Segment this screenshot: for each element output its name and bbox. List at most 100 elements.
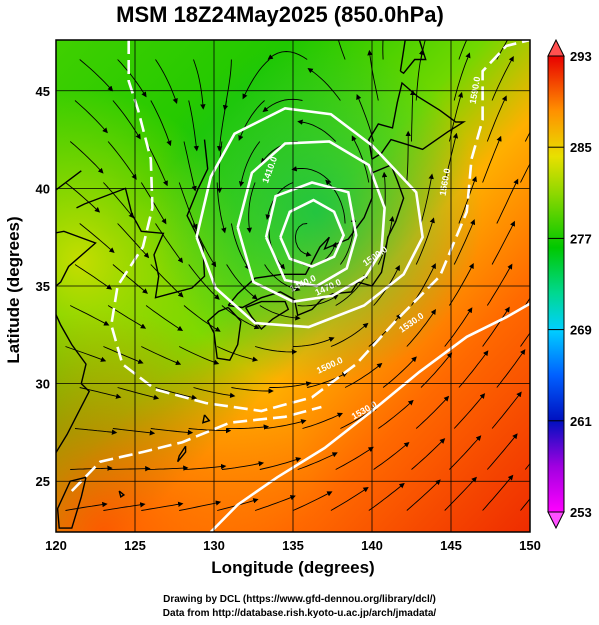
streamline <box>183 305 221 332</box>
streamline <box>246 182 256 234</box>
y-axis-label: Latitude (degrees) <box>4 216 23 364</box>
streamline <box>420 352 453 388</box>
streamline <box>458 350 489 388</box>
streamline <box>141 346 182 366</box>
streamline <box>307 372 348 388</box>
streamline <box>146 465 189 471</box>
streamline <box>112 264 148 294</box>
streamline <box>356 94 375 142</box>
streamline <box>444 307 473 347</box>
tick-lat-45: 45 <box>36 84 50 99</box>
streamline <box>183 141 197 192</box>
colorbar-tick-253: 253 <box>570 505 592 520</box>
coastline-segment <box>56 170 97 454</box>
tick-lon-140: 140 <box>361 538 383 553</box>
height-contour <box>264 181 358 288</box>
streamline <box>373 441 410 470</box>
height-contour <box>236 140 386 303</box>
streamline <box>520 332 530 347</box>
streamline <box>103 182 134 219</box>
streamline <box>231 387 274 394</box>
colorbar-tick-277: 277 <box>570 231 592 246</box>
height-contour <box>109 40 530 413</box>
coastline-segment <box>118 490 126 499</box>
streamline <box>486 433 518 470</box>
streamline <box>108 465 151 472</box>
streamline <box>406 479 441 511</box>
streamline <box>117 59 147 98</box>
streamline <box>269 381 312 388</box>
streamline <box>378 399 414 429</box>
colorbar-scale <box>547 55 565 513</box>
streamline <box>107 141 137 180</box>
streamline <box>405 130 411 183</box>
streamline <box>65 182 101 213</box>
wind-streamlines <box>65 40 530 511</box>
streamline <box>178 346 220 365</box>
streamline <box>69 141 104 174</box>
streamline <box>410 89 416 142</box>
streamline <box>368 482 405 511</box>
coastline-segment <box>206 306 242 361</box>
streamline <box>155 387 198 400</box>
streamline <box>217 346 259 362</box>
streamline <box>330 487 369 511</box>
contour-label: 1590.0 <box>468 76 483 105</box>
streamline <box>491 220 515 265</box>
streamline <box>292 337 335 347</box>
streamline <box>259 457 302 470</box>
tick-lon-130: 130 <box>203 538 225 553</box>
map-frame <box>55 39 531 533</box>
streamline <box>382 40 384 60</box>
streamline <box>103 502 146 511</box>
colorbar: 253 261 269 277 285 293 <box>547 38 592 530</box>
streamline <box>351 135 370 183</box>
streamline <box>520 498 530 511</box>
streamline <box>335 272 368 306</box>
streamline <box>264 264 301 292</box>
streamline <box>449 435 482 470</box>
streamline <box>145 141 168 187</box>
streamline <box>415 395 450 429</box>
streamline <box>179 500 222 511</box>
streamline <box>145 305 184 332</box>
streamline <box>297 119 337 142</box>
streamline <box>150 428 194 436</box>
streamline <box>242 59 270 100</box>
streamline <box>420 173 434 224</box>
streamline <box>406 309 436 347</box>
colorbar-tick-261: 261 <box>570 414 592 429</box>
coastline-segment <box>368 81 467 160</box>
streamline <box>74 100 108 134</box>
streamline <box>482 474 514 511</box>
streamline <box>70 465 113 471</box>
streamline <box>367 49 379 101</box>
streamline <box>307 67 341 101</box>
streamline <box>193 387 236 399</box>
streamline <box>65 501 108 511</box>
coastline-segment <box>76 139 209 299</box>
streamline <box>112 428 156 436</box>
streamline <box>411 438 446 470</box>
tick-lat-35: 35 <box>36 279 50 294</box>
streamline <box>444 476 477 511</box>
colorbar-tick-269: 269 <box>570 323 592 338</box>
streamline <box>193 59 206 110</box>
streamline <box>486 95 507 142</box>
streamline <box>150 100 172 147</box>
tick-lat-25: 25 <box>36 474 50 489</box>
streamline <box>491 391 522 429</box>
streamline <box>65 346 107 362</box>
streamline <box>150 264 184 298</box>
colorbar-tick-293: 293 <box>570 49 592 64</box>
streamline <box>238 100 265 141</box>
tick-lon-145: 145 <box>440 538 462 553</box>
figure-title: MSM 18Z24May2025 (850.0hPa) <box>116 2 444 27</box>
streamline <box>254 495 296 511</box>
streamline <box>458 40 468 60</box>
tick-lon-120: 120 <box>45 538 67 553</box>
streamline <box>330 322 369 347</box>
colorbar-min-arrow <box>547 511 565 530</box>
streamline <box>117 387 160 400</box>
